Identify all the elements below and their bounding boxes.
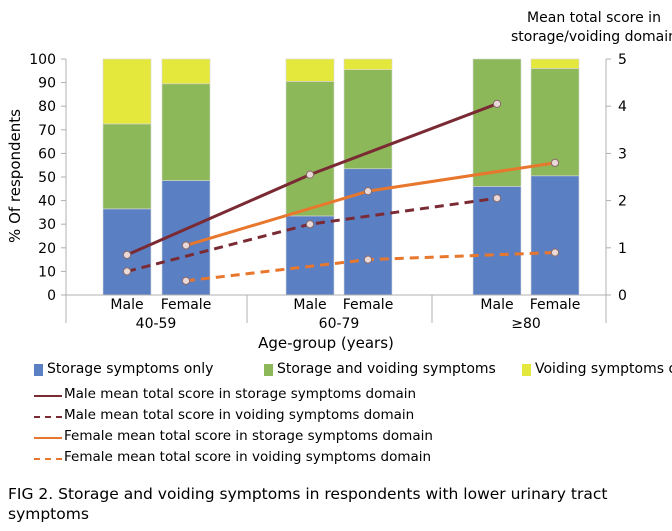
line-point-2-2 <box>305 220 315 229</box>
bar-segment-1-2 <box>161 180 211 296</box>
left-tick-label-1: 10 <box>38 264 56 280</box>
tick-labels: 0 10 20 30 40 50 60 70 80 90 100 0 1 2 3 4 5 Male Female Ma… <box>29 52 627 332</box>
group-label-3: ≥80 <box>511 316 541 332</box>
right-tick-label-3: 3 <box>618 146 627 162</box>
legend-label-2: Storage and voiding symptoms <box>277 361 496 377</box>
group-label-1: 40-59 <box>136 316 177 332</box>
bar-segment-2-1 <box>102 123 152 210</box>
legend-line-swatch-1 <box>34 395 62 397</box>
bar-segment-3-3 <box>285 58 335 82</box>
right-tick-label-5: 5 <box>618 52 627 68</box>
legend-swatch-3 <box>522 364 531 376</box>
left-tick-label-7: 70 <box>38 123 56 139</box>
line-layer <box>122 99 560 285</box>
line-point-4-2 <box>363 255 373 264</box>
left-tick-label-8: 80 <box>38 99 56 115</box>
bar-segment-1-5 <box>472 186 522 296</box>
bar-segment-3-2 <box>161 58 211 85</box>
line-point-4-3 <box>550 248 560 257</box>
line-point-3-3 <box>550 158 560 167</box>
left-tick-label-5: 50 <box>38 170 56 186</box>
bar-segment-1-6 <box>530 175 580 296</box>
line-point-4-1 <box>181 276 191 285</box>
left-tick-label-3: 30 <box>38 217 56 233</box>
right-tick-label-1: 1 <box>618 241 627 257</box>
right-axis-title-line-2: storage/voiding domain <box>511 29 672 45</box>
bar-segment-2-5 <box>472 58 522 187</box>
line-point-1-1 <box>122 250 132 259</box>
line-point-3-1 <box>181 241 191 250</box>
left-tick-label-6: 60 <box>38 146 56 162</box>
right-tick-label-2: 2 <box>618 194 627 210</box>
bar-label-6: Female <box>530 297 581 313</box>
bar-segment-3-6 <box>530 58 580 69</box>
legend-line-label-3: Female mean total score in storage sympt… <box>64 428 433 444</box>
line-point-1-3 <box>492 99 502 108</box>
legend-swatch-2 <box>264 364 273 376</box>
figure-caption: FIG 2. Storage and voiding symptoms in r… <box>8 485 608 523</box>
bar-label-4: Female <box>343 297 394 313</box>
bar-label-2: Female <box>161 297 212 313</box>
bar-segment-3-4 <box>343 58 393 70</box>
bar-segment-2-3 <box>285 81 335 217</box>
bar-segment-3-1 <box>102 58 152 125</box>
legend-label-3: Voiding symptoms only <box>535 361 672 377</box>
right-tick-label-0: 0 <box>618 288 627 304</box>
bar-label-1: Male <box>110 297 143 313</box>
legend-line-swatch-4 <box>34 458 62 460</box>
bar-label-5: Male <box>480 297 513 313</box>
line-point-2-1 <box>122 267 132 276</box>
line-point-1-2 <box>305 170 315 179</box>
group-label-2: 60-79 <box>319 316 360 332</box>
left-tick-label-9: 90 <box>38 76 56 92</box>
legend-line-label-2: Male mean total score in voiding symptom… <box>64 407 415 423</box>
axes <box>61 58 611 323</box>
right-axis-title-line-1: Mean total score in <box>527 10 661 26</box>
x-axis-title: Age-group (years) <box>258 334 394 352</box>
bar-segment-2-2 <box>161 83 211 181</box>
legend-line-swatch-3 <box>34 437 62 439</box>
chart: 0 10 20 30 40 50 60 70 80 90 100 0 1 2 3 4 5 Male Female Ma… <box>6 10 672 352</box>
legend-label-1: Storage symptoms only <box>47 361 214 377</box>
left-tick-label-10: 100 <box>29 52 56 68</box>
line-point-2-3 <box>492 194 502 203</box>
legend-line-label-1: Male mean total score in storage symptom… <box>64 386 417 402</box>
legend-line-swatch-2 <box>34 416 62 418</box>
left-tick-label-4: 40 <box>38 194 56 210</box>
line-point-3-2 <box>363 187 373 196</box>
legend-line-label-4: Female mean total score in voiding sympt… <box>64 449 432 465</box>
left-tick-label-0: 0 <box>47 288 56 304</box>
bar-segment-2-6 <box>530 68 580 177</box>
bar-label-3: Male <box>293 297 326 313</box>
right-tick-label-4: 4 <box>618 99 627 115</box>
legend-swatch-1 <box>34 364 43 376</box>
left-tick-label-2: 20 <box>38 241 56 257</box>
y-axis-title: % Of respondents <box>6 109 24 243</box>
